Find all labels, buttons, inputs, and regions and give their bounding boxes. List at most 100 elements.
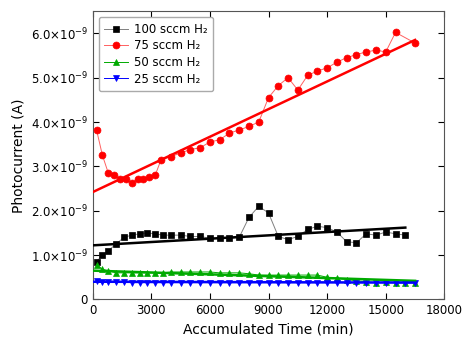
75 sccm H₂ bbox=[334, 60, 340, 64]
25 sccm H₂ bbox=[402, 280, 408, 285]
100 sccm H₂ bbox=[105, 248, 111, 253]
25 sccm H₂ bbox=[373, 280, 379, 285]
100 sccm H₂ bbox=[100, 253, 105, 257]
75 sccm H₂ bbox=[275, 84, 281, 88]
50 sccm H₂ bbox=[324, 275, 330, 279]
75 sccm H₂ bbox=[135, 177, 140, 181]
75 sccm H₂ bbox=[392, 30, 398, 34]
100 sccm H₂ bbox=[160, 233, 166, 237]
50 sccm H₂ bbox=[160, 271, 166, 275]
100 sccm H₂ bbox=[354, 240, 359, 245]
100 sccm H₂ bbox=[197, 235, 203, 239]
75 sccm H₂ bbox=[383, 50, 389, 54]
75 sccm H₂ bbox=[207, 140, 213, 144]
75 sccm H₂ bbox=[129, 181, 135, 185]
100 sccm H₂ bbox=[188, 235, 193, 239]
50 sccm H₂ bbox=[145, 271, 150, 275]
25 sccm H₂ bbox=[285, 280, 291, 285]
75 sccm H₂ bbox=[324, 66, 330, 70]
50 sccm H₂ bbox=[105, 269, 111, 273]
25 sccm H₂ bbox=[412, 280, 418, 285]
25 sccm H₂ bbox=[152, 280, 158, 285]
50 sccm H₂ bbox=[392, 280, 398, 285]
100 sccm H₂ bbox=[237, 235, 242, 239]
50 sccm H₂ bbox=[265, 273, 271, 277]
100 sccm H₂ bbox=[402, 233, 408, 237]
25 sccm H₂ bbox=[246, 280, 252, 285]
75 sccm H₂ bbox=[227, 131, 232, 135]
50 sccm H₂ bbox=[227, 271, 232, 275]
Legend: 100 sccm H₂, 75 sccm H₂, 50 sccm H₂, 25 sccm H₂: 100 sccm H₂, 75 sccm H₂, 50 sccm H₂, 25 … bbox=[99, 17, 213, 92]
X-axis label: Accumulated Time (min): Accumulated Time (min) bbox=[183, 323, 354, 337]
100 sccm H₂ bbox=[168, 233, 173, 237]
50 sccm H₂ bbox=[188, 270, 193, 274]
100 sccm H₂ bbox=[94, 260, 100, 264]
50 sccm H₂ bbox=[354, 279, 359, 283]
75 sccm H₂ bbox=[364, 50, 369, 54]
50 sccm H₂ bbox=[129, 271, 135, 275]
100 sccm H₂ bbox=[334, 230, 340, 234]
25 sccm H₂ bbox=[207, 280, 213, 285]
75 sccm H₂ bbox=[305, 73, 310, 78]
100 sccm H₂ bbox=[285, 237, 291, 242]
Line: 100 sccm H₂: 100 sccm H₂ bbox=[94, 204, 408, 264]
25 sccm H₂ bbox=[197, 280, 203, 285]
100 sccm H₂ bbox=[246, 215, 252, 220]
25 sccm H₂ bbox=[305, 280, 310, 285]
75 sccm H₂ bbox=[100, 153, 105, 157]
25 sccm H₂ bbox=[137, 280, 142, 285]
50 sccm H₂ bbox=[373, 280, 379, 285]
75 sccm H₂ bbox=[354, 53, 359, 57]
25 sccm H₂ bbox=[364, 280, 369, 285]
75 sccm H₂ bbox=[197, 146, 203, 150]
100 sccm H₂ bbox=[207, 236, 213, 240]
50 sccm H₂ bbox=[152, 271, 158, 275]
100 sccm H₂ bbox=[295, 235, 301, 239]
75 sccm H₂ bbox=[256, 120, 262, 124]
100 sccm H₂ bbox=[344, 240, 349, 244]
25 sccm H₂ bbox=[129, 280, 135, 285]
50 sccm H₂ bbox=[334, 276, 340, 280]
25 sccm H₂ bbox=[256, 280, 262, 285]
50 sccm H₂ bbox=[344, 277, 349, 282]
100 sccm H₂ bbox=[178, 233, 183, 237]
75 sccm H₂ bbox=[158, 158, 164, 162]
100 sccm H₂ bbox=[256, 204, 262, 208]
25 sccm H₂ bbox=[295, 280, 301, 285]
100 sccm H₂ bbox=[305, 227, 310, 231]
25 sccm H₂ bbox=[217, 280, 222, 285]
75 sccm H₂ bbox=[178, 151, 183, 155]
50 sccm H₂ bbox=[217, 271, 222, 275]
25 sccm H₂ bbox=[178, 280, 183, 285]
Line: 25 sccm H₂: 25 sccm H₂ bbox=[93, 277, 419, 286]
75 sccm H₂ bbox=[111, 173, 117, 177]
50 sccm H₂ bbox=[168, 270, 173, 274]
50 sccm H₂ bbox=[275, 273, 281, 277]
75 sccm H₂ bbox=[146, 175, 152, 180]
75 sccm H₂ bbox=[94, 128, 100, 132]
Y-axis label: Photocurrent (A): Photocurrent (A) bbox=[11, 98, 25, 213]
25 sccm H₂ bbox=[113, 280, 119, 284]
100 sccm H₂ bbox=[383, 230, 389, 234]
75 sccm H₂ bbox=[412, 41, 418, 45]
25 sccm H₂ bbox=[315, 280, 320, 285]
25 sccm H₂ bbox=[275, 280, 281, 285]
25 sccm H₂ bbox=[354, 280, 359, 285]
75 sccm H₂ bbox=[217, 138, 222, 142]
25 sccm H₂ bbox=[145, 280, 150, 285]
25 sccm H₂ bbox=[344, 280, 349, 285]
100 sccm H₂ bbox=[392, 232, 398, 236]
75 sccm H₂ bbox=[295, 88, 301, 92]
25 sccm H₂ bbox=[392, 280, 398, 285]
50 sccm H₂ bbox=[207, 270, 213, 274]
100 sccm H₂ bbox=[145, 231, 150, 235]
25 sccm H₂ bbox=[324, 280, 330, 285]
75 sccm H₂ bbox=[105, 171, 111, 175]
25 sccm H₂ bbox=[94, 279, 100, 283]
50 sccm H₂ bbox=[412, 280, 418, 285]
100 sccm H₂ bbox=[315, 224, 320, 228]
100 sccm H₂ bbox=[265, 211, 271, 215]
50 sccm H₂ bbox=[305, 273, 310, 277]
50 sccm H₂ bbox=[285, 273, 291, 277]
75 sccm H₂ bbox=[285, 76, 291, 80]
